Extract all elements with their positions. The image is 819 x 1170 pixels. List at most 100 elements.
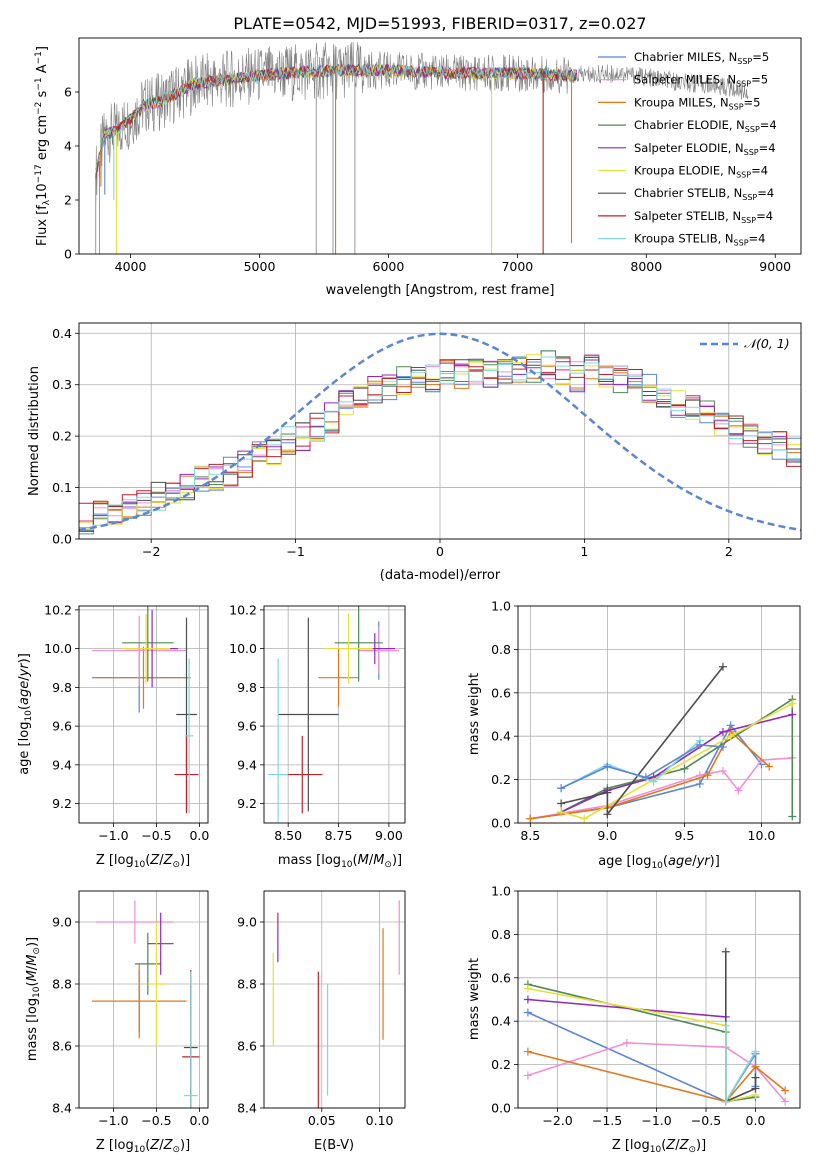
y-tick-label: 8.4	[237, 1101, 257, 1116]
y-tick-label: 9.8	[237, 680, 257, 695]
plot-area	[523, 947, 790, 1106]
y-tick-label: 8.6	[52, 1039, 72, 1054]
y-tick-label: 1.0	[491, 884, 511, 899]
y-tick-label: 0.0	[52, 532, 72, 547]
x-tick-label: −0.5	[141, 828, 171, 843]
y-tick-label: 0.0	[491, 1101, 511, 1116]
y-tick-label: 0.6	[491, 685, 511, 700]
series-marker	[721, 947, 730, 956]
series-line	[527, 1050, 786, 1103]
plot-area	[79, 332, 801, 535]
x-tick-label: −0.5	[141, 1113, 171, 1128]
series-marker	[718, 766, 727, 775]
y-tick-label: 10.0	[229, 641, 257, 656]
series-marker	[603, 810, 612, 819]
y-tick-label: 9.0	[52, 915, 72, 930]
legend-label: 𝒩(0, 1)	[744, 336, 790, 351]
series-marker	[526, 814, 535, 823]
plot-area	[272, 900, 400, 1108]
x-axis-label: Z [log10(Z/Z⊙)]	[612, 1138, 706, 1155]
y-tick-label: 10.0	[44, 641, 72, 656]
y-tick-label: 8.8	[52, 977, 72, 992]
y-tick-label: 9.6	[237, 719, 257, 734]
x-tick-label: 0	[436, 544, 444, 559]
series-marker	[718, 727, 727, 736]
histogram-series	[79, 357, 801, 507]
y-tick-label: 8.4	[52, 1101, 72, 1116]
legend: Chabrier MILES, NSSP=5 Salpeter MILES, NS…	[598, 50, 777, 248]
plot-area	[268, 606, 399, 823]
y-tick-label: 6	[64, 85, 72, 100]
series-marker	[781, 1086, 790, 1095]
y-axis-label: age [log10(age/yr)]	[17, 653, 34, 775]
axes-frame	[78, 322, 802, 540]
series-marker	[781, 1097, 790, 1106]
histogram-series	[79, 360, 801, 529]
x-tick-label: 2	[725, 544, 733, 559]
series-marker	[765, 762, 774, 771]
x-axis-label: Z [log10(Z/Z⊙)]	[96, 853, 190, 870]
y-tick-label: 0.0	[491, 816, 511, 831]
panel-residuals: −2 −1 0 1 2 0.0 0.1 0.2 0.3 0.4 𝒩(0, 1) (data-model…	[27, 322, 802, 583]
x-tick-label: 0.10	[366, 1113, 394, 1128]
x-tick-label: 9.0	[597, 828, 617, 843]
x-axis-label: Z [log10(Z/Z⊙)]	[96, 1138, 190, 1155]
x-axis-label: age [log10(age/yr)]	[598, 854, 720, 871]
plot-area	[91, 900, 200, 1108]
y-tick-label: 9.6	[52, 719, 72, 734]
x-axis-label: E(B-V)	[314, 1138, 354, 1153]
x-tick-label: 9.5	[674, 828, 694, 843]
series-marker	[622, 1038, 631, 1047]
x-axis-label: (data-model)/error	[380, 568, 501, 583]
series-marker	[788, 699, 797, 708]
x-tick-label: −2.0	[542, 1113, 572, 1128]
series-line	[560, 713, 793, 813]
x-tick-label: −2	[142, 544, 160, 559]
y-axis-label: Normed distribution	[27, 366, 42, 496]
model-spectrum	[95, 63, 577, 173]
x-tick-label: −1.0	[98, 1113, 128, 1128]
series-marker	[680, 764, 689, 773]
y-tick-label: 9.2	[237, 796, 257, 811]
y-axis-label: mass [log10(M/M⊙)]	[25, 937, 42, 1061]
legend-label: Kroupa STELIB, NSSP=4	[634, 232, 765, 248]
x-axis-label: mass [log10(M/M⊙)]	[278, 853, 402, 870]
y-axis-label: mass weight	[467, 673, 482, 755]
series-marker	[721, 1021, 730, 1030]
x-tick-label: 5000	[244, 259, 276, 274]
panel-age-vs-Z: −1.0 −0.5 0.0 9.2 9.4 9.6 9.8 10.0 10.2 Z [log10(…	[17, 602, 209, 870]
series-marker	[695, 779, 704, 788]
gaussian-curve	[79, 332, 801, 532]
y-tick-label: 0.2	[52, 429, 72, 444]
series-line	[530, 757, 793, 820]
y-tick-label: 9.4	[237, 757, 257, 772]
y-axis-label: mass weight	[467, 958, 482, 1040]
series-marker	[603, 788, 612, 797]
figure-title: PLATE=0542, MJD=51993, FIBERID=0317, z=0…	[233, 14, 646, 33]
y-tick-label: 0.4	[52, 326, 72, 341]
legend-label: Salpeter MILES, NSSP=5	[634, 73, 768, 89]
x-tick-label: 0.05	[308, 1113, 336, 1128]
x-tick-label: 8.5	[520, 828, 540, 843]
x-tick-label: 0.0	[189, 828, 209, 843]
x-tick-label: −1	[286, 544, 304, 559]
x-tick-label: 9.00	[375, 828, 403, 843]
y-tick-label: 0.1	[52, 480, 72, 495]
x-tick-label: 6000	[373, 259, 405, 274]
axes-frame	[78, 605, 209, 824]
plot-area	[95, 41, 749, 254]
x-tick-label: 0.0	[746, 1113, 766, 1128]
series-marker	[580, 814, 589, 823]
plot-area	[91, 606, 199, 814]
x-tick-label: 0.0	[189, 1113, 209, 1128]
legend-label: Chabrier ELODIE, NSSP=4	[634, 118, 777, 134]
legend-label: Kroupa ELODIE, NSSP=4	[634, 164, 768, 180]
series-marker	[523, 984, 532, 993]
axes-frame	[78, 890, 209, 1109]
x-tick-label: 9000	[759, 259, 791, 274]
x-axis-label: wavelength [Angstrom, rest frame]	[326, 283, 555, 298]
y-tick-label: 0.2	[491, 1057, 511, 1072]
legend-label: Salpeter STELIB, NSSP=4	[634, 209, 773, 225]
series-line	[527, 987, 756, 1103]
